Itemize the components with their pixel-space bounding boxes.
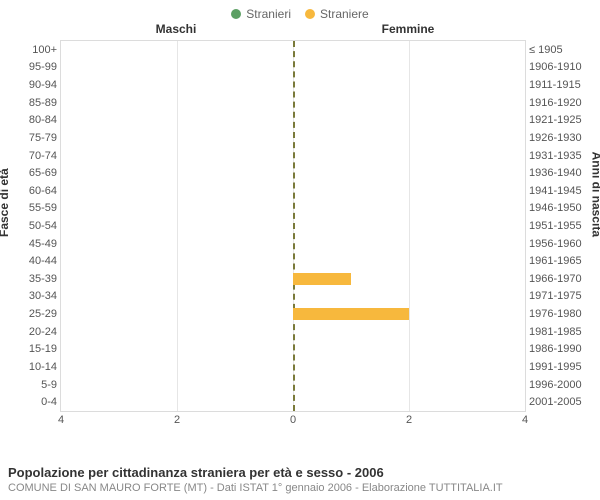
footer-subtitle: COMUNE DI SAN MAURO FORTE (MT) - Dati IS… — [8, 482, 592, 494]
gridline — [409, 41, 410, 411]
gridline — [177, 41, 178, 411]
y-tick-right: 2001-2005 — [525, 396, 582, 408]
plot-area: 0-42001-20055-91996-200010-141991-199515… — [60, 40, 526, 412]
x-tick: 0 — [290, 411, 296, 426]
y-tick-right: 1991-1995 — [525, 361, 582, 373]
y-axis-right-title: Anni di nascita — [589, 152, 600, 237]
y-tick-right: 1931-1935 — [525, 150, 582, 162]
y-tick-right: 1911-1915 — [525, 79, 581, 91]
y-tick-right: 1971-1975 — [525, 290, 582, 302]
y-tick-right: 1916-1920 — [525, 97, 582, 109]
y-tick-left: 0-4 — [41, 396, 61, 408]
y-tick-left: 30-34 — [29, 290, 61, 302]
y-tick-right: 1966-1970 — [525, 273, 582, 285]
y-tick-right: ≤ 1905 — [525, 44, 563, 56]
y-tick-right: 1906-1910 — [525, 61, 582, 73]
legend-swatch-straniere — [305, 9, 315, 19]
y-tick-right: 1956-1960 — [525, 238, 582, 250]
y-tick-right: 1921-1925 — [525, 114, 582, 126]
header-femmine: Femmine — [382, 22, 435, 36]
x-tick: 4 — [58, 411, 64, 426]
y-tick-left: 20-24 — [29, 326, 61, 338]
chart-area: Fasce di età Anni di nascita 0-42001-200… — [0, 40, 600, 434]
y-tick-left: 95-99 — [29, 61, 61, 73]
y-tick-left: 100+ — [32, 44, 61, 56]
y-axis-left-title: Fasce di età — [0, 168, 11, 237]
y-tick-left: 75-79 — [29, 132, 61, 144]
y-tick-left: 40-44 — [29, 255, 61, 267]
panel-headers: Maschi Femmine — [0, 22, 600, 40]
chart-container: Stranieri Straniere Maschi Femmine Fasce… — [0, 0, 600, 500]
footer-title: Popolazione per cittadinanza straniera p… — [8, 465, 592, 480]
y-tick-right: 1951-1955 — [525, 220, 582, 232]
y-tick-right: 1941-1945 — [525, 185, 582, 197]
y-tick-right: 1986-1990 — [525, 343, 582, 355]
y-tick-left: 45-49 — [29, 238, 61, 250]
y-tick-left: 70-74 — [29, 150, 61, 162]
center-line — [293, 41, 295, 411]
y-tick-left: 60-64 — [29, 185, 61, 197]
y-tick-right: 1936-1940 — [525, 167, 582, 179]
legend-item-stranieri: Stranieri — [231, 7, 291, 21]
chart-footer: Popolazione per cittadinanza straniera p… — [8, 465, 592, 494]
y-tick-left: 55-59 — [29, 202, 61, 214]
x-tick: 4 — [522, 411, 528, 426]
y-tick-right: 1961-1965 — [525, 255, 582, 267]
y-tick-right: 1946-1950 — [525, 202, 582, 214]
legend: Stranieri Straniere — [0, 0, 600, 22]
x-tick: 2 — [174, 411, 180, 426]
y-tick-left: 85-89 — [29, 97, 61, 109]
y-tick-left: 25-29 — [29, 308, 61, 320]
y-tick-left: 65-69 — [29, 167, 61, 179]
bar-female — [293, 308, 409, 320]
y-tick-left: 90-94 — [29, 79, 61, 91]
legend-item-straniere: Straniere — [305, 7, 369, 21]
y-tick-left: 15-19 — [29, 343, 61, 355]
header-maschi: Maschi — [156, 22, 197, 36]
legend-label-stranieri: Stranieri — [246, 7, 291, 21]
y-tick-left: 5-9 — [41, 379, 61, 391]
y-tick-right: 1996-2000 — [525, 379, 582, 391]
bar-female — [293, 273, 351, 285]
y-tick-left: 80-84 — [29, 114, 61, 126]
x-tick: 2 — [406, 411, 412, 426]
y-tick-right: 1981-1985 — [525, 326, 582, 338]
y-tick-left: 35-39 — [29, 273, 61, 285]
y-tick-right: 1926-1930 — [525, 132, 582, 144]
y-tick-right: 1976-1980 — [525, 308, 582, 320]
y-tick-left: 10-14 — [29, 361, 61, 373]
y-tick-left: 50-54 — [29, 220, 61, 232]
legend-swatch-stranieri — [231, 9, 241, 19]
legend-label-straniere: Straniere — [320, 7, 369, 21]
